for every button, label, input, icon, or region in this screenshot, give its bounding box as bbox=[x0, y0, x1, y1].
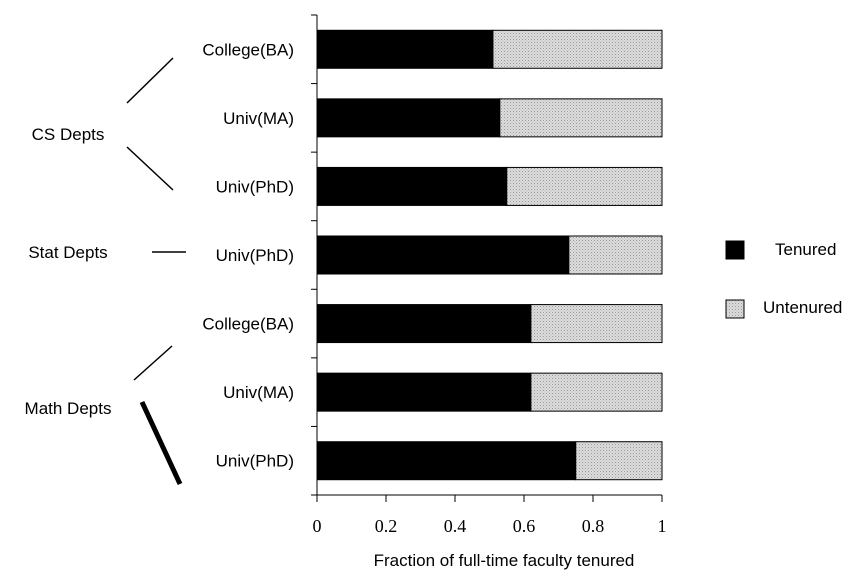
bar-untenured bbox=[530, 372, 663, 412]
bar-tenured bbox=[316, 29, 494, 69]
category-label: Univ(PhD) bbox=[216, 246, 294, 265]
group-connector bbox=[126, 57, 174, 104]
group-labels: CS Depts Stat Depts Math Depts bbox=[25, 57, 186, 486]
x-axis-label: Fraction of full-time faculty tenured bbox=[374, 551, 635, 570]
bar-untenured bbox=[568, 235, 663, 275]
bar-tenured bbox=[316, 166, 508, 206]
legend: Tenured Untenured bbox=[725, 240, 842, 319]
bar-tenured bbox=[316, 235, 570, 275]
legend-swatch-tenured bbox=[725, 240, 745, 260]
x-axis-ticks: 0 0.2 0.4 0.6 0.8 1 bbox=[313, 495, 667, 536]
x-tick-label: 0.2 bbox=[375, 516, 398, 536]
category-label: Univ(PhD) bbox=[216, 177, 294, 196]
bar-untenured bbox=[575, 441, 663, 481]
bar-tenured bbox=[316, 304, 532, 344]
category-label: College(BA) bbox=[202, 315, 294, 334]
group-connector bbox=[126, 146, 174, 191]
x-tick-label: 1 bbox=[658, 516, 667, 536]
group-label: Math Depts bbox=[25, 399, 112, 418]
group-label: CS Depts bbox=[32, 125, 105, 144]
bar-tenured bbox=[316, 98, 501, 138]
bar-untenured bbox=[506, 166, 663, 206]
legend-label-untenured: Untenured bbox=[763, 298, 842, 317]
x-tick-label: 0.6 bbox=[513, 516, 536, 536]
x-tick-label: 0.4 bbox=[444, 516, 467, 536]
category-label: Univ(MA) bbox=[223, 109, 294, 128]
legend-label-tenured: Tenured bbox=[775, 240, 836, 259]
bar-untenured bbox=[530, 304, 663, 344]
category-label: Univ(PhD) bbox=[216, 452, 294, 471]
group-connector bbox=[133, 345, 173, 381]
group-connector bbox=[139, 400, 183, 486]
bar-tenured bbox=[316, 372, 532, 412]
category-labels: College(BA) Univ(MA) Univ(PhD) Univ(PhD) Col… bbox=[202, 40, 294, 470]
group-label: Stat Depts bbox=[28, 243, 107, 262]
x-tick-label: 0.8 bbox=[582, 516, 605, 536]
bar-untenured bbox=[499, 98, 663, 138]
bar-tenured bbox=[316, 441, 577, 481]
x-tick-label: 0 bbox=[313, 516, 322, 536]
bar-untenured bbox=[492, 29, 663, 69]
bars bbox=[316, 29, 663, 481]
category-label: College(BA) bbox=[202, 40, 294, 59]
category-label: Univ(MA) bbox=[223, 383, 294, 402]
legend-swatch-untenured bbox=[725, 299, 745, 319]
